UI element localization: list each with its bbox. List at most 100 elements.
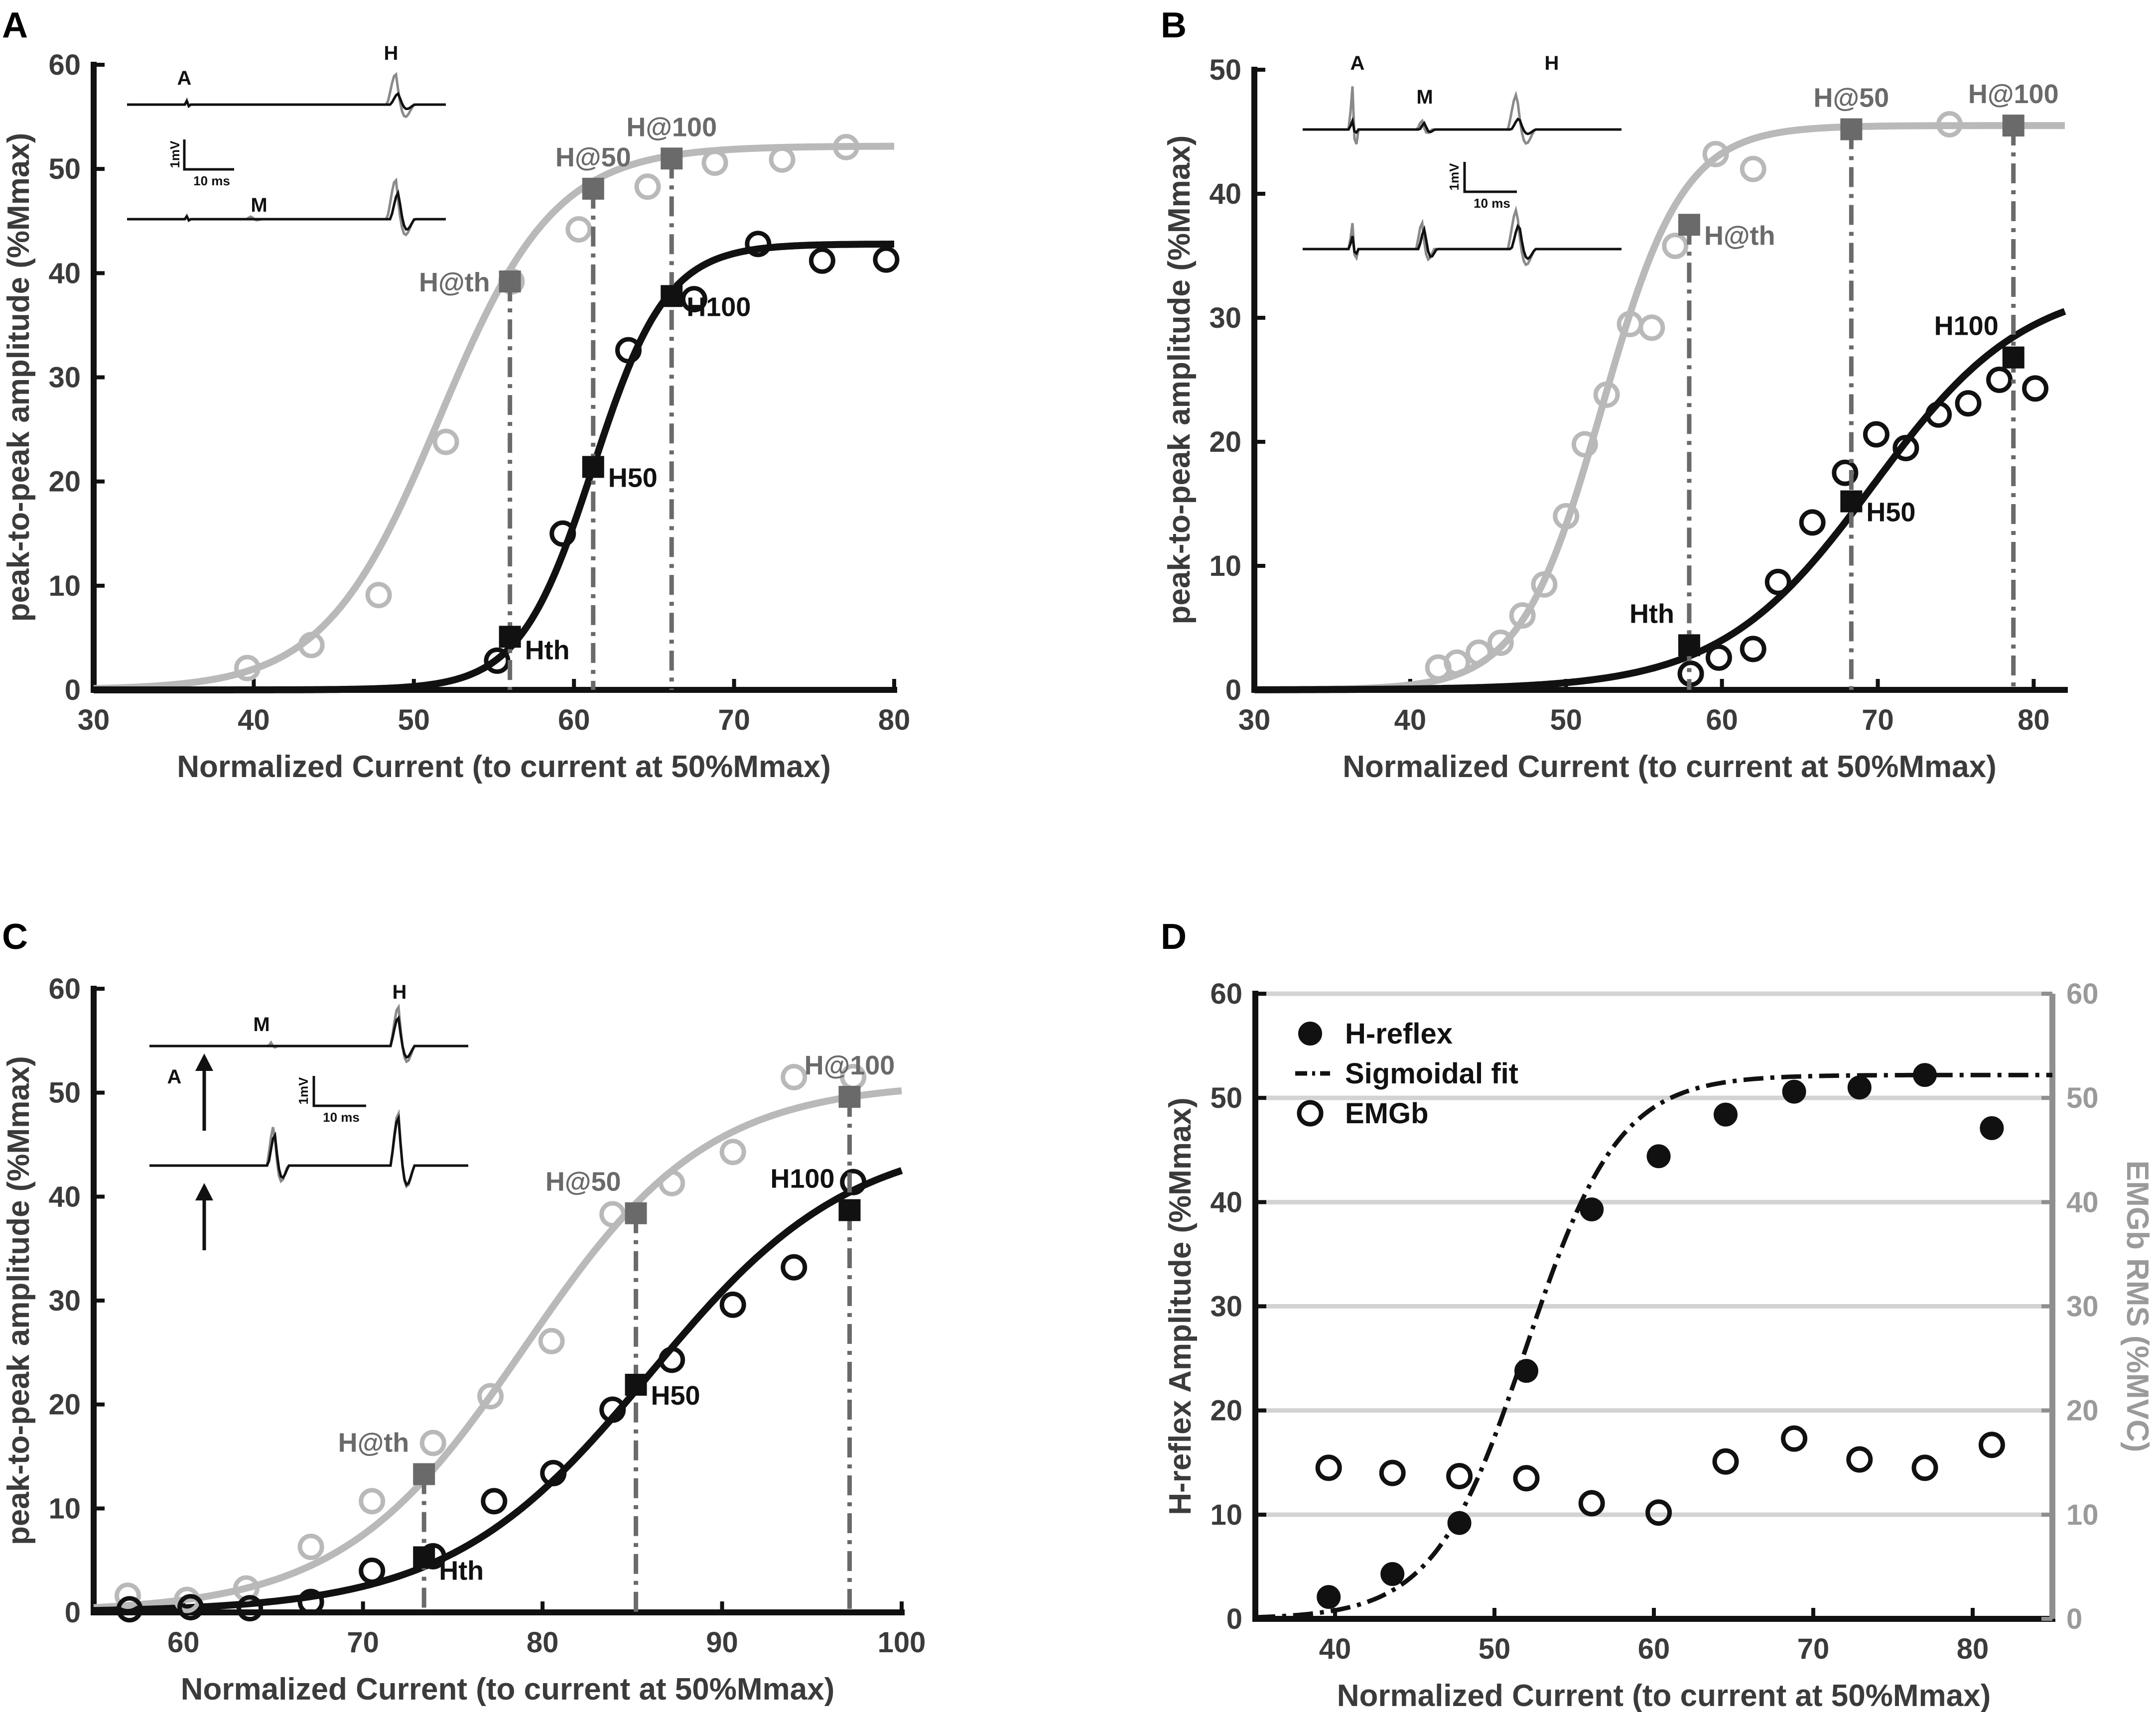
marker-label: H50 (1866, 498, 1915, 527)
marker-label: H@50 (555, 142, 631, 172)
marker-label: H@50 (545, 1167, 621, 1197)
y-tick-label: 0 (65, 1596, 81, 1629)
data-point-gray (781, 1063, 808, 1090)
inset-label-h: H (393, 981, 407, 1003)
inset-label-m: M (251, 194, 267, 216)
x-tick-label: 90 (706, 1626, 738, 1659)
inset-trace (149, 1003, 468, 1064)
data-point-gray (1638, 314, 1665, 341)
emgb-point (1846, 1446, 1873, 1473)
fit-curve-black (93, 241, 895, 693)
inset-trace (1303, 86, 1621, 145)
x-tick-label: 50 (1479, 1633, 1511, 1665)
x-axis-label: Normalized Current (to current at 50%Mma… (181, 1672, 835, 1707)
legend-emgb-label: EMGb (1345, 1097, 1429, 1130)
x-tick-label: 40 (1319, 1633, 1351, 1665)
scale-time: 10 ms (323, 1110, 360, 1125)
legend-h-reflex-label: H-reflex (1345, 1018, 1453, 1050)
data-point-gray (365, 582, 392, 609)
x-tick-label: 80 (527, 1626, 559, 1659)
data-point-black (1832, 459, 1859, 486)
figure-panels: A 30 40 50 60 70 80 0 10 20 30 40 50 60 Normalized Cur… (1, 5, 2155, 1712)
marker-square (499, 626, 521, 648)
data-point-black (1955, 390, 1982, 417)
data-point-black (359, 1558, 386, 1584)
y-tick-label: 60 (1210, 978, 1242, 1010)
marker-square (838, 1199, 861, 1221)
y-tick-label: 20 (1209, 426, 1241, 458)
marker-label: H100 (686, 292, 751, 322)
data-point-gray (1553, 503, 1580, 529)
panel-letter: D (1161, 917, 1187, 957)
inset-trace (149, 1113, 468, 1187)
data-point-gray (298, 632, 325, 658)
x-tick-label: 30 (78, 704, 110, 736)
marker-square (413, 1546, 435, 1569)
x-tick-label: 60 (1706, 704, 1738, 736)
h-reflex-point (1782, 1079, 1806, 1104)
data-point-black (177, 1594, 204, 1621)
h-reflex-point (1913, 1063, 1937, 1087)
marker-label: H@th (1704, 221, 1775, 251)
data-point-black (297, 1588, 324, 1615)
inset-traces: A H M 1mV 10 ms (127, 42, 446, 237)
emgb-point (1911, 1454, 1938, 1481)
panel-c: C 60 70 80 90 100 0 10 20 30 40 50 60 Normalized Curr… (1, 917, 926, 1707)
data-point-black (1925, 401, 1952, 428)
h-reflex-point (1317, 1585, 1341, 1609)
inset-traces: A M H 1mV 10 ms (1303, 52, 1621, 266)
data-point-gray (565, 216, 592, 243)
x-tick-label: 40 (238, 704, 270, 736)
inset-label-m: M (253, 1014, 270, 1036)
data-point-black (615, 337, 642, 364)
inset-label-m: M (1416, 86, 1433, 108)
y-tick-label: 40 (48, 257, 81, 289)
inset-label-a: A (167, 1066, 182, 1088)
data-point-black (1740, 636, 1766, 662)
y-tick-label: 30 (48, 362, 81, 394)
x-tick-label: 70 (1862, 704, 1894, 736)
marker-label: H@th (338, 1428, 409, 1457)
y2-tick-label: 0 (2066, 1603, 2082, 1635)
marker-label: Hth (1629, 599, 1674, 629)
fit-curve-black (1253, 308, 2066, 693)
data-point-gray (359, 1488, 386, 1515)
sigmoid-fit-line (1255, 1072, 2052, 1620)
y-tick-label: 0 (65, 674, 81, 706)
x-axis-label: Normalized Current (to current at 50%Mma… (177, 750, 831, 784)
scale-voltage: 1mV (167, 140, 182, 168)
panel-a: A 30 40 50 60 70 80 0 10 20 30 40 50 60 Normalized Cur… (1, 5, 910, 784)
marker-label: H100 (770, 1164, 834, 1193)
marker-square (413, 1463, 435, 1485)
data-point-gray (477, 1383, 504, 1410)
data-point-gray (634, 173, 661, 200)
scale-time: 10 ms (1474, 196, 1510, 211)
marker-square (582, 456, 604, 478)
y-tick-label: 20 (48, 1389, 81, 1421)
h-reflex-point (1514, 1359, 1538, 1383)
data-point-gray (599, 1201, 626, 1228)
y-tick-label: 50 (48, 1077, 81, 1109)
marker-square (1678, 634, 1700, 657)
scale-bar (312, 1076, 366, 1107)
marker-label: H@th (419, 267, 490, 297)
y-tick-label: 10 (48, 570, 81, 602)
h-reflex-point (1714, 1102, 1738, 1127)
x-tick-label: 100 (878, 1626, 926, 1659)
scale-time: 10 ms (193, 173, 230, 188)
data-point-gray (432, 428, 459, 455)
y-tick-label: 50 (1209, 54, 1241, 86)
emgb-point (1379, 1459, 1406, 1486)
h-reflex-point (1847, 1075, 1872, 1100)
data-point-black (873, 246, 900, 273)
emgb-point (1315, 1454, 1342, 1481)
x-tick-label: 70 (347, 1626, 379, 1659)
x-tick-label: 60 (167, 1626, 200, 1659)
arrow-up-icon (195, 1183, 213, 1200)
data-point-gray (659, 1170, 685, 1196)
marker-square (1840, 490, 1863, 513)
y-tick-label: 10 (1210, 1499, 1242, 1531)
panel-d: D 40 50 60 70 80 0 10 20 30 40 50 60 Normalized Curre… (1161, 917, 2155, 1712)
marker-label: H@100 (626, 112, 717, 142)
data-point-gray (1662, 233, 1689, 260)
